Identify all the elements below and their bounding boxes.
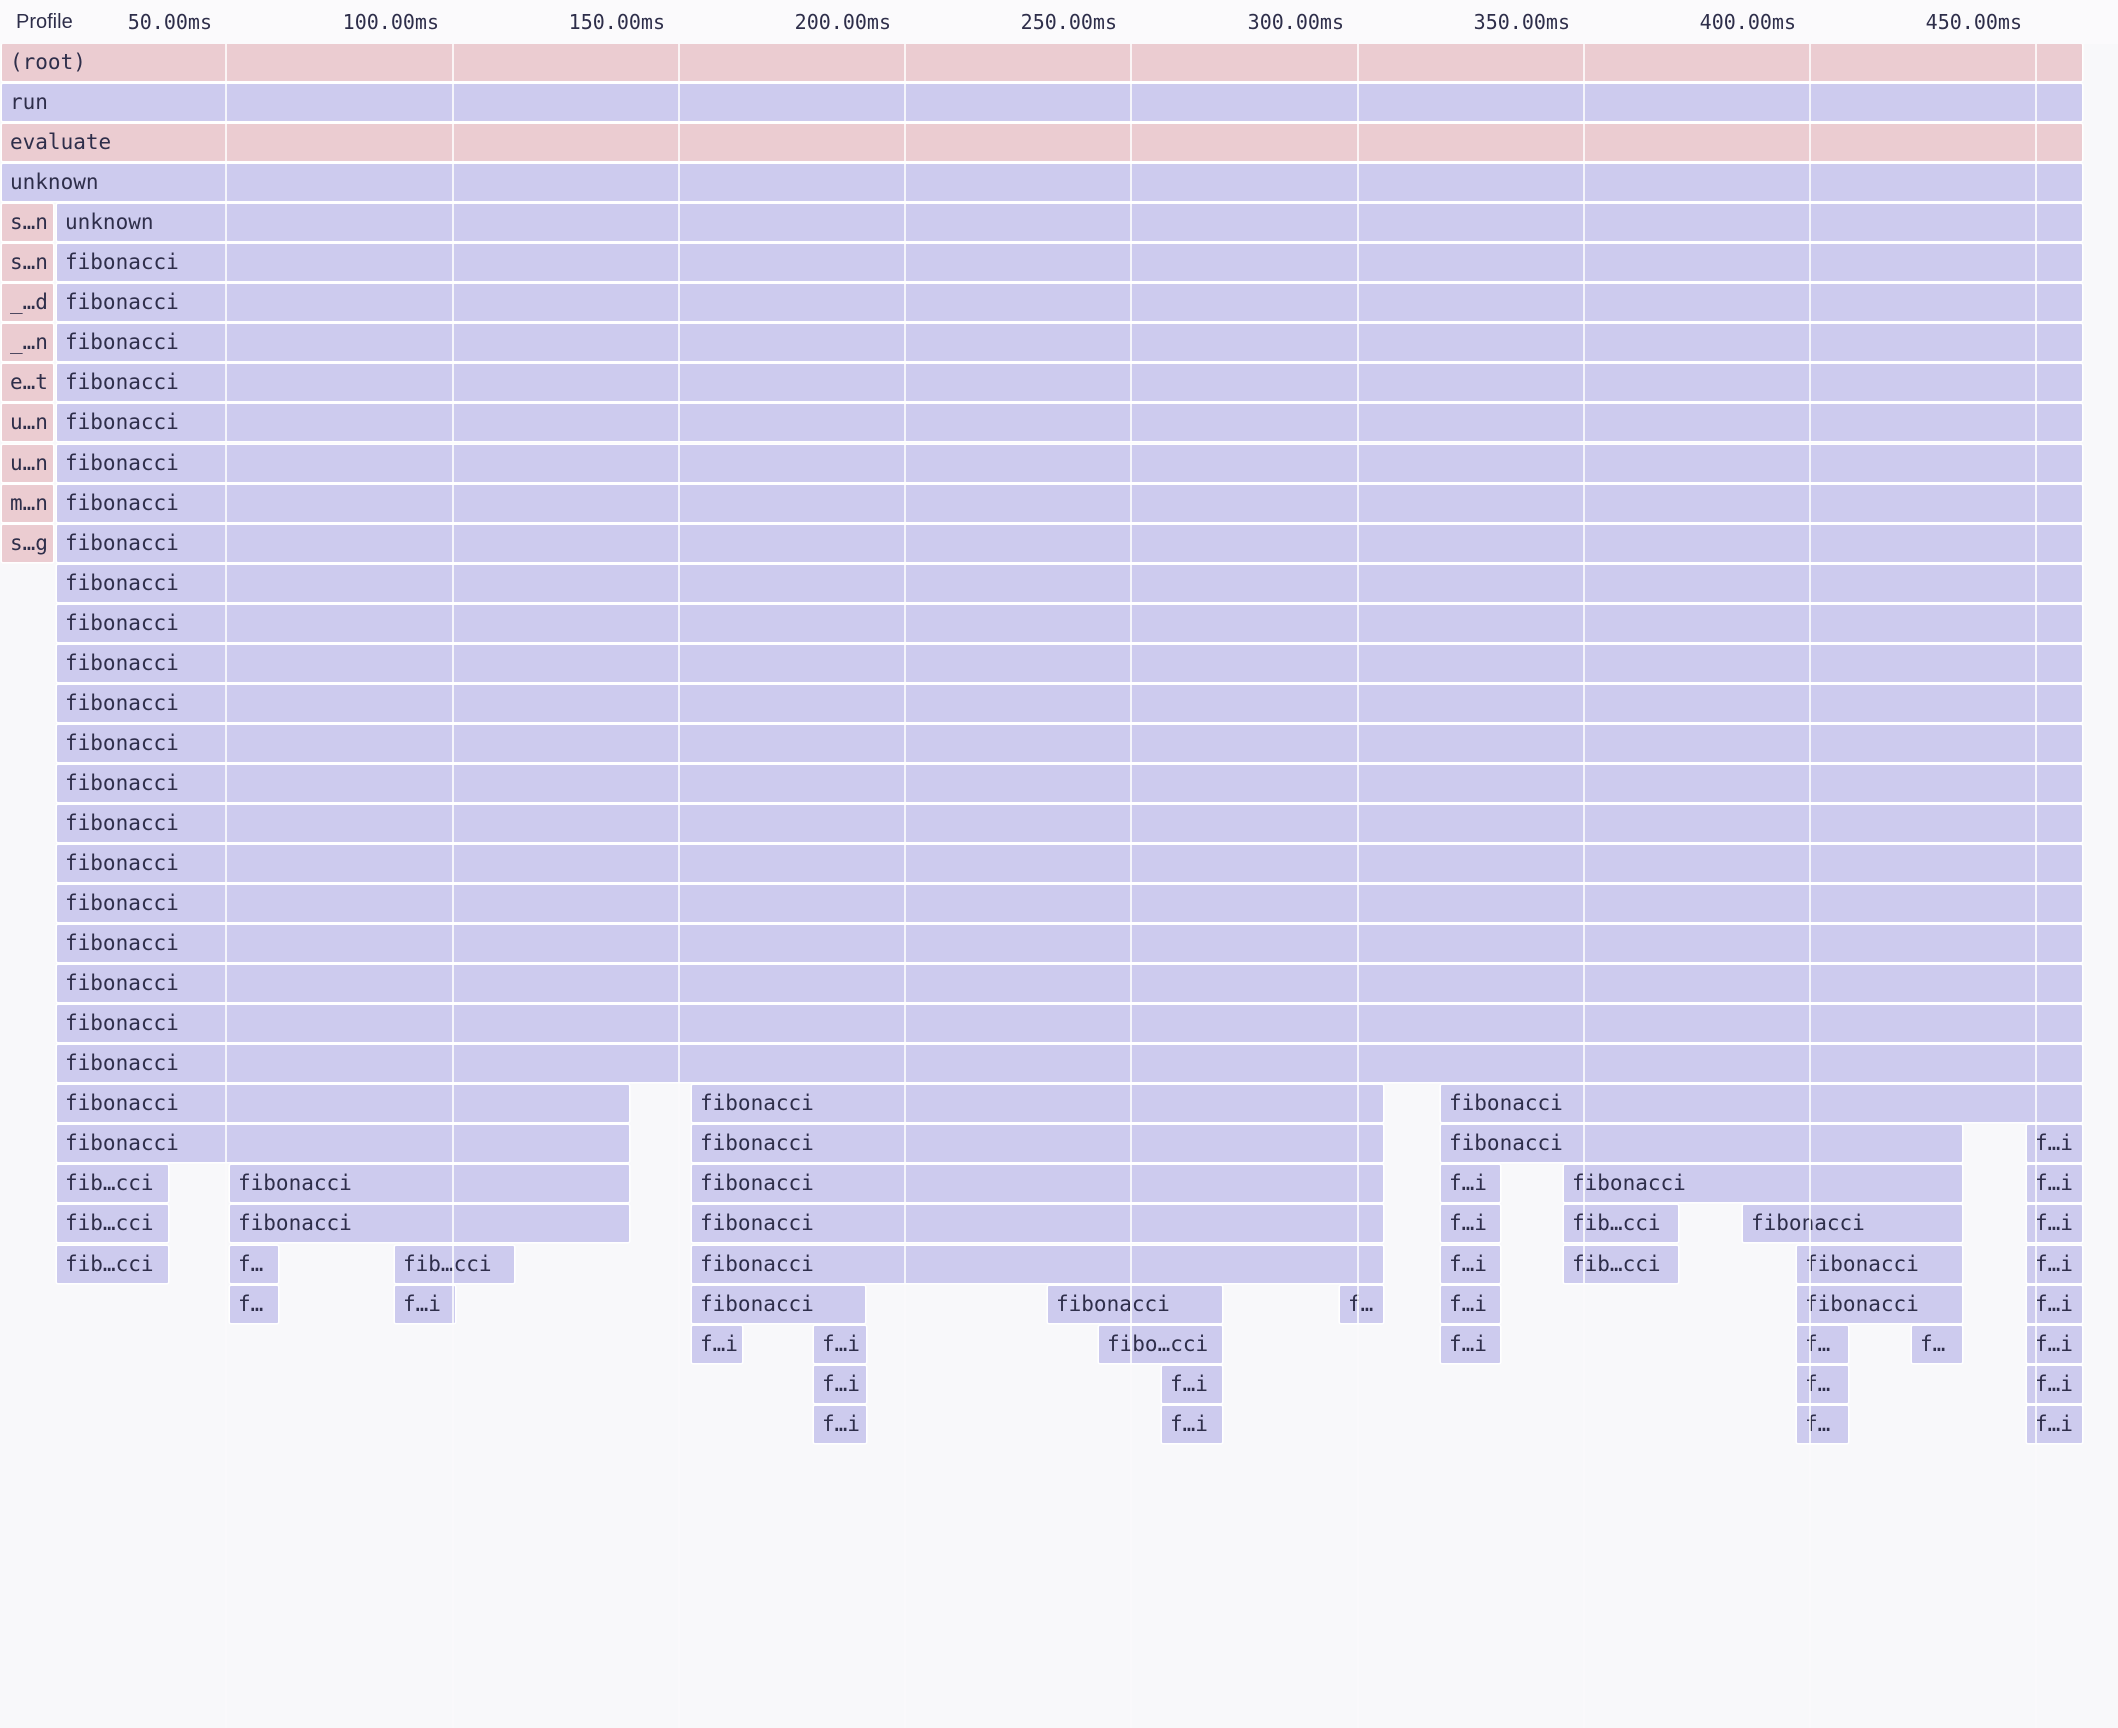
flame-frame[interactable]: f…i: [1441, 1326, 1500, 1363]
axis-tick-label: 400.00ms: [1699, 10, 1796, 34]
flame-frame[interactable]: f…i: [1162, 1406, 1222, 1443]
flame-frame[interactable]: fibonacci: [57, 645, 2082, 682]
flame-frame[interactable]: fibonacci: [57, 1045, 2082, 1082]
flame-frame[interactable]: f…: [230, 1246, 278, 1283]
axis-tick-label: 50.00ms: [127, 10, 212, 34]
flame-frame[interactable]: f…i: [1441, 1205, 1500, 1242]
axis-gridline-overlay: [904, 44, 906, 1728]
flame-frame[interactable]: fibonacci: [57, 284, 2082, 321]
flame-frame[interactable]: f…i: [814, 1366, 866, 1403]
flame-frame[interactable]: f…: [1797, 1406, 1848, 1443]
axis-tick-label: 450.00ms: [1925, 10, 2022, 34]
flame-frame[interactable]: f…: [1797, 1366, 1848, 1403]
flame-frame[interactable]: unknown: [57, 204, 2082, 241]
flame-frame[interactable]: f…i: [1441, 1246, 1500, 1283]
flame-frame[interactable]: f…: [1340, 1286, 1383, 1323]
flame-frame[interactable]: fibonacci: [57, 485, 2082, 522]
flame-frame[interactable]: f…: [1797, 1326, 1848, 1363]
flame-frame[interactable]: fibonacci: [57, 1085, 629, 1122]
flame-frame[interactable]: fibonacci: [57, 1005, 2082, 1042]
axis-gridline-overlay: [452, 44, 454, 1728]
flame-frame[interactable]: unknown: [2, 164, 2082, 201]
flame-frame[interactable]: fibonacci: [1797, 1286, 1962, 1323]
flame-frame[interactable]: fibonacci: [230, 1205, 629, 1242]
axis-tick-label: 300.00ms: [1247, 10, 1344, 34]
flame-frame[interactable]: fibonacci: [57, 1125, 629, 1162]
axis-tick-label: 200.00ms: [794, 10, 891, 34]
flame-frame[interactable]: run: [2, 84, 2082, 121]
flame-frame[interactable]: fibonacci: [1743, 1205, 1962, 1242]
axis-tick-label: 150.00ms: [568, 10, 665, 34]
flame-frame[interactable]: fib…cci: [57, 1165, 168, 1202]
flame-frame[interactable]: fibonacci: [57, 324, 2082, 361]
flame-frame[interactable]: fibonacci: [57, 565, 2082, 602]
page-title: Profile: [16, 11, 73, 33]
flame-frame[interactable]: f…i: [1162, 1366, 1222, 1403]
flame-frame[interactable]: f…: [230, 1286, 278, 1323]
flame-frame[interactable]: fibonacci: [57, 805, 2082, 842]
axis-header: Profile: [0, 0, 2118, 44]
flame-frame[interactable]: fib…cci: [1564, 1246, 1678, 1283]
flame-frame[interactable]: fibonacci: [692, 1286, 865, 1323]
flame-frame[interactable]: fibonacci: [57, 364, 2082, 401]
flame-frame[interactable]: fibonacci: [57, 525, 2082, 562]
flame-frame[interactable]: fibonacci: [692, 1165, 1383, 1202]
flame-frame[interactable]: f…i: [814, 1326, 866, 1363]
flame-frame[interactable]: f…i: [692, 1326, 742, 1363]
flame-frame[interactable]: fibonacci: [57, 685, 2082, 722]
flame-frame[interactable]: fibonacci: [57, 605, 2082, 642]
axis-gridline-overlay: [678, 44, 680, 1728]
axis-tick-label: 250.00ms: [1020, 10, 1117, 34]
flame-frame[interactable]: fibonacci: [1797, 1246, 1962, 1283]
flame-frame[interactable]: fibonacci: [57, 845, 2082, 882]
flame-frame[interactable]: _…d: [2, 284, 53, 321]
flame-frame[interactable]: fibonacci: [1048, 1286, 1222, 1323]
flame-frame[interactable]: fibonacci: [692, 1205, 1383, 1242]
flame-frame[interactable]: fibonacci: [57, 725, 2082, 762]
flame-frame[interactable]: m…n: [2, 485, 53, 522]
flame-frame[interactable]: f…i: [814, 1406, 866, 1443]
axis-gridline-overlay: [1583, 44, 1585, 1728]
flame-frame[interactable]: fibo…cci: [1099, 1326, 1222, 1363]
flame-frame[interactable]: fibonacci: [1441, 1125, 1962, 1162]
flame-frame[interactable]: fibonacci: [57, 765, 2082, 802]
flame-frame[interactable]: fibonacci: [57, 885, 2082, 922]
flame-frame[interactable]: fibonacci: [57, 965, 2082, 1002]
flame-frame[interactable]: fib…cci: [57, 1205, 168, 1242]
axis-tick-label: 100.00ms: [342, 10, 439, 34]
flame-frame[interactable]: fibonacci: [692, 1085, 1383, 1122]
flame-frame[interactable]: fibonacci: [1564, 1165, 1962, 1202]
flame-frame[interactable]: fibonacci: [692, 1125, 1383, 1162]
flame-frame[interactable]: f…i: [1441, 1165, 1500, 1202]
flame-frame[interactable]: fib…cci: [395, 1246, 514, 1283]
flame-frame[interactable]: fibonacci: [1441, 1085, 2082, 1122]
axis-gridline-overlay: [2035, 44, 2037, 1728]
flame-frame[interactable]: fibonacci: [57, 404, 2082, 441]
flame-frame[interactable]: fib…cci: [57, 1246, 168, 1283]
flame-frame[interactable]: fibonacci: [692, 1246, 1383, 1283]
axis-gridline-overlay: [1130, 44, 1132, 1728]
flame-frame[interactable]: fibonacci: [230, 1165, 629, 1202]
axis-gridline-overlay: [1357, 44, 1359, 1728]
flame-frame[interactable]: s…n: [2, 204, 53, 241]
flame-frame[interactable]: fibonacci: [57, 244, 2082, 281]
flame-frame[interactable]: _…n: [2, 324, 53, 361]
flame-frame[interactable]: (root): [2, 44, 2082, 81]
flame-frame[interactable]: u…n: [2, 445, 53, 482]
axis-tick-label: 350.00ms: [1473, 10, 1570, 34]
flame-frame[interactable]: e…t: [2, 364, 53, 401]
flame-frame[interactable]: u…n: [2, 404, 53, 441]
flame-frame[interactable]: f…: [1912, 1326, 1962, 1363]
flame-frame[interactable]: f…i: [1441, 1286, 1500, 1323]
flame-frame[interactable]: fib…cci: [1564, 1205, 1678, 1242]
flame-frame[interactable]: s…n: [2, 244, 53, 281]
axis-gridline-overlay: [1809, 44, 1811, 1728]
flame-frame[interactable]: fibonacci: [57, 925, 2082, 962]
flame-frame[interactable]: f…i: [395, 1286, 455, 1323]
flame-frame[interactable]: fibonacci: [57, 445, 2082, 482]
flame-frame[interactable]: evaluate: [2, 124, 2082, 161]
axis-gridline-overlay: [225, 44, 227, 1728]
flame-frame[interactable]: s…g: [2, 525, 53, 562]
